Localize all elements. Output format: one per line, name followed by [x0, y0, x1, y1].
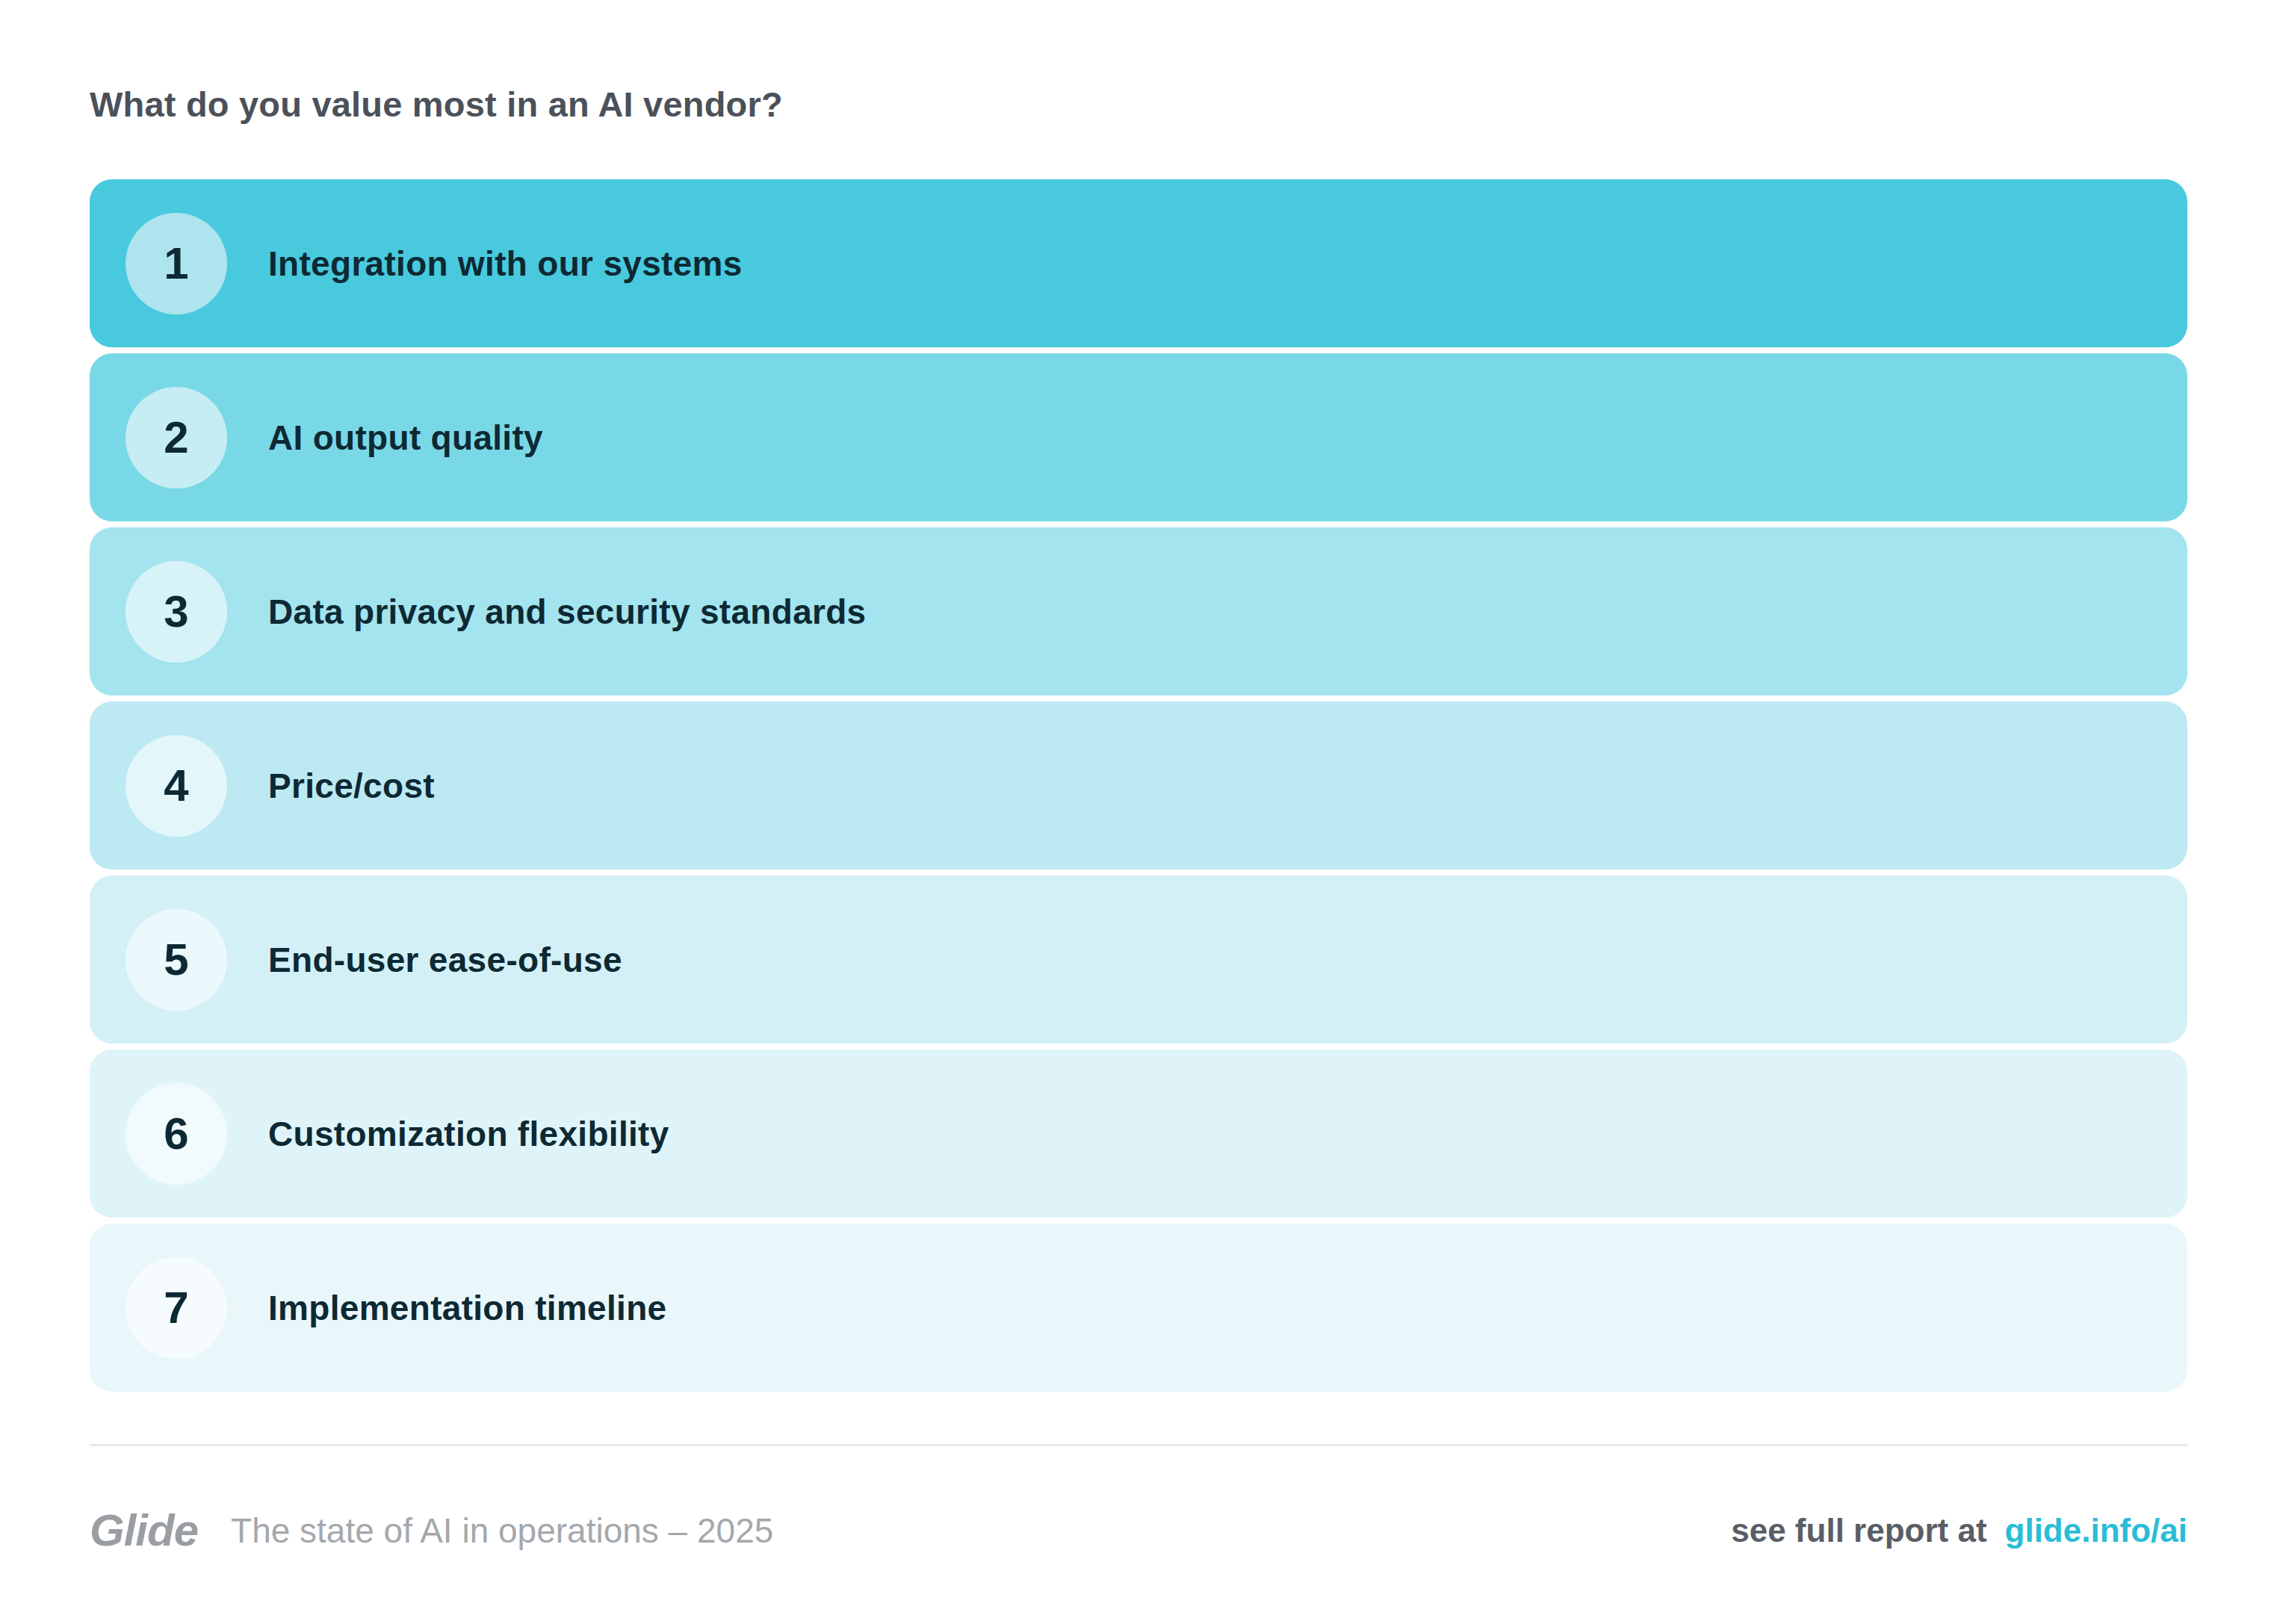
footer-divider	[90, 1444, 2187, 1446]
footer-report-cta: see full report at glide.info/ai	[1731, 1512, 2187, 1549]
page-title: What do you value most in an AI vendor?	[90, 0, 2187, 125]
ranking-row-6: 6 Customization flexibility	[90, 1050, 2187, 1218]
ranking-row-4: 4 Price/cost	[90, 701, 2187, 870]
rank-badge: 6	[126, 1083, 227, 1185]
rank-number: 7	[164, 1282, 188, 1333]
ranking-label: End-user ease-of-use	[268, 940, 622, 980]
rank-badge: 4	[126, 735, 227, 837]
report-cta-text: see full report at	[1731, 1512, 1986, 1549]
ranking-label: Price/cost	[268, 766, 435, 806]
footer: Glide The state of AI in operations – 20…	[90, 1504, 2187, 1556]
ranking-label: Data privacy and security standards	[268, 592, 867, 632]
rank-number: 5	[164, 934, 188, 985]
rank-number: 2	[164, 412, 188, 463]
rank-badge: 3	[126, 561, 227, 663]
rank-number: 6	[164, 1108, 188, 1159]
ranking-row-5: 5 End-user ease-of-use	[90, 875, 2187, 1044]
rank-badge: 2	[126, 387, 227, 489]
report-tagline: The state of AI in operations – 2025	[231, 1510, 773, 1551]
ranking-list: 1 Integration with our systems 2 AI outp…	[90, 179, 2187, 1392]
ranking-row-2: 2 AI output quality	[90, 353, 2187, 521]
ranking-label: Customization flexibility	[268, 1114, 669, 1154]
ranking-row-3: 3 Data privacy and security standards	[90, 527, 2187, 695]
rank-number: 1	[164, 238, 188, 289]
ranking-label: Implementation timeline	[268, 1288, 666, 1328]
footer-branding: Glide The state of AI in operations – 20…	[90, 1504, 773, 1556]
ranking-label: Integration with our systems	[268, 244, 743, 284]
rank-number: 3	[164, 586, 188, 637]
ranking-row-7: 7 Implementation timeline	[90, 1224, 2187, 1392]
ranking-row-1: 1 Integration with our systems	[90, 179, 2187, 347]
ranking-label: AI output quality	[268, 418, 543, 458]
glide-logo: Glide	[90, 1504, 198, 1556]
rank-badge: 1	[126, 213, 227, 314]
survey-ranking-card: What do you value most in an AI vendor? …	[0, 0, 2277, 1624]
rank-badge: 7	[126, 1257, 227, 1359]
rank-badge: 5	[126, 909, 227, 1011]
rank-number: 4	[164, 760, 188, 811]
report-link[interactable]: glide.info/ai	[2005, 1512, 2187, 1549]
